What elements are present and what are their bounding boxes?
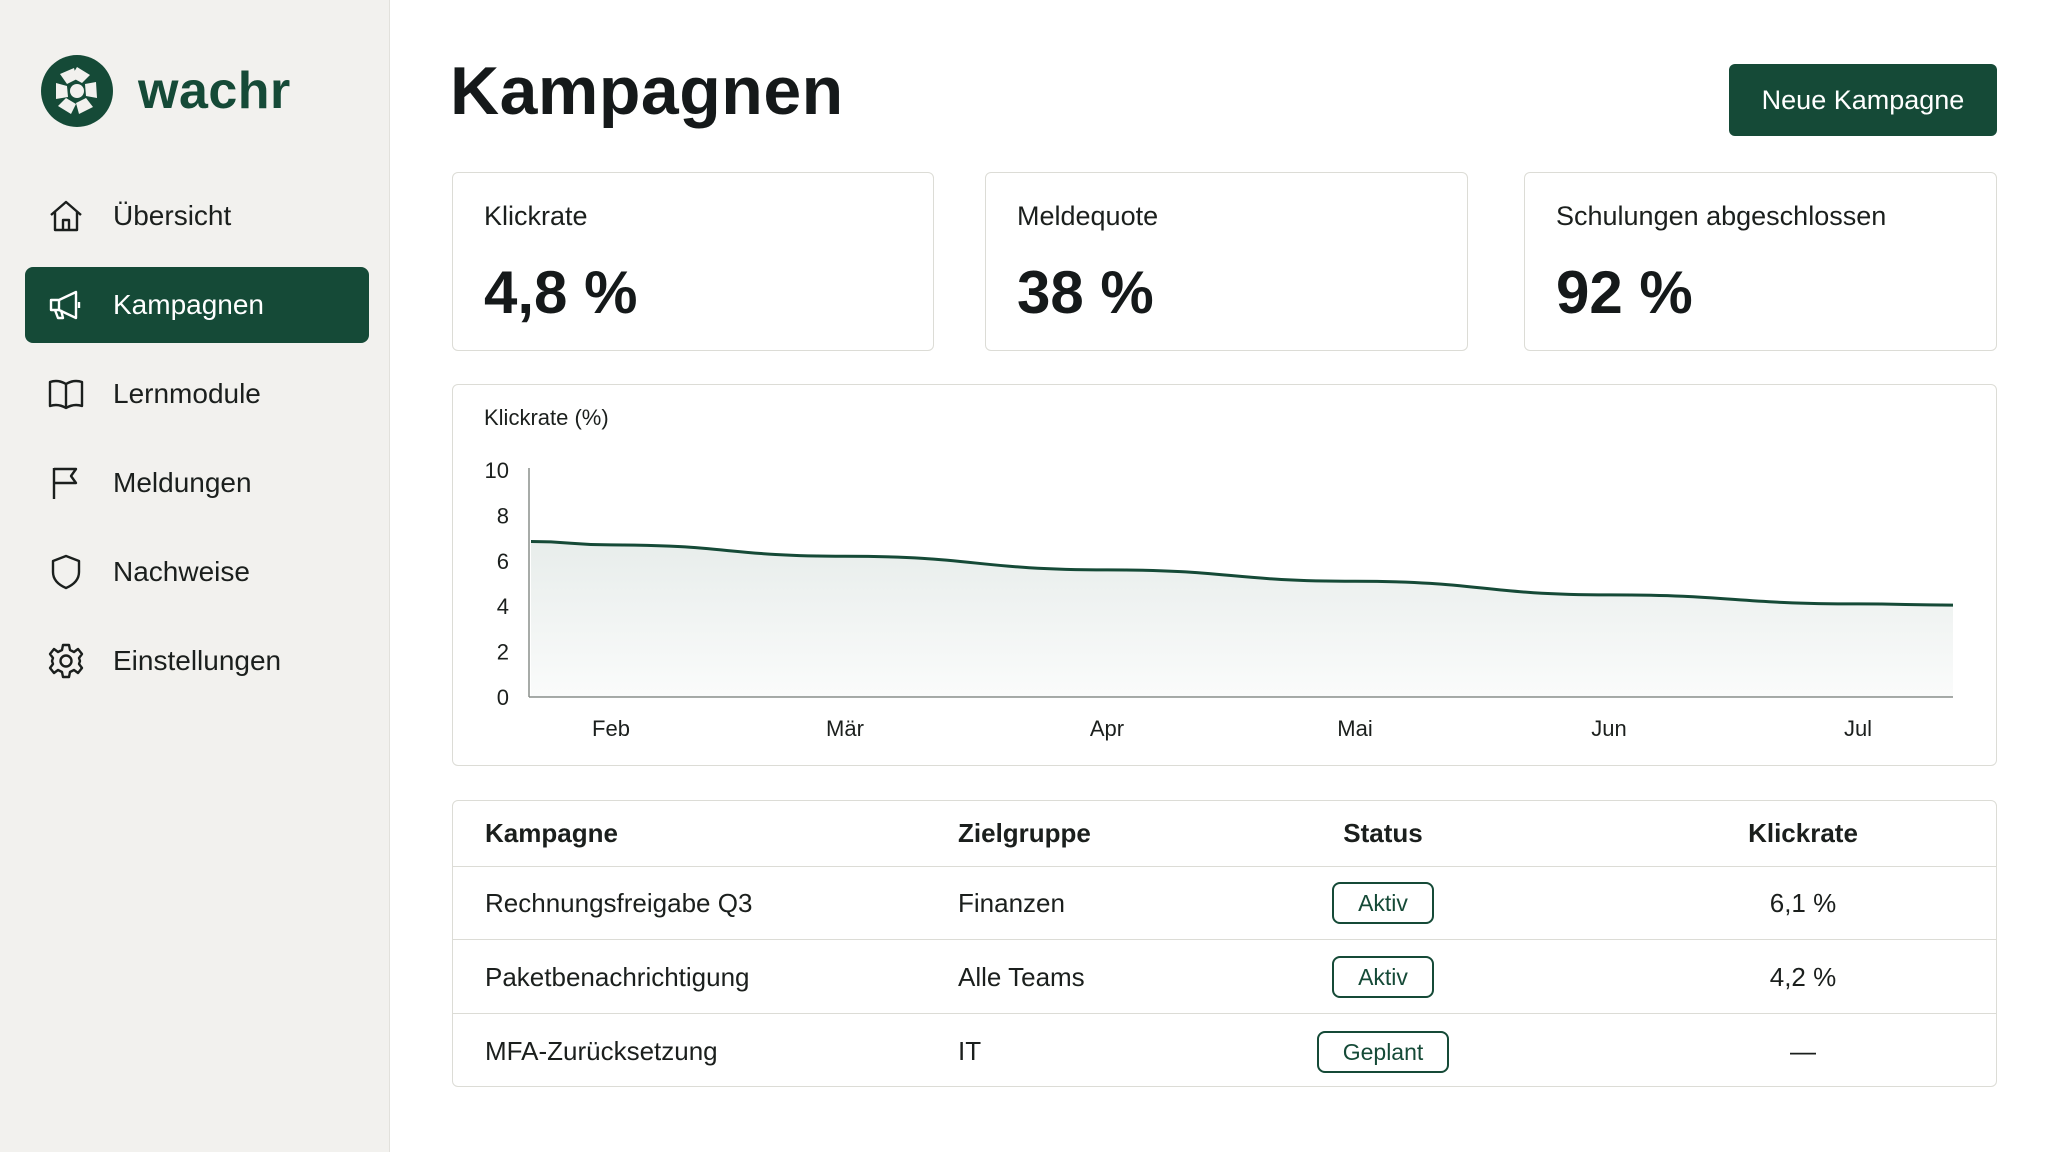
column-header-kampagne[interactable]: Kampagne — [485, 818, 618, 848]
sidebar-item-label: Lernmodule — [113, 378, 261, 409]
target-group: Finanzen — [958, 887, 1065, 918]
x-tick-label: Jul — [1844, 716, 1872, 741]
brand[interactable]: wachr — [38, 52, 291, 130]
status-badge: Geplant — [1316, 1030, 1450, 1073]
status-cell: Aktiv — [1283, 956, 1483, 998]
column-header-klickrate[interactable]: Klickrate — [1748, 818, 1858, 848]
y-tick-label: 2 — [497, 640, 509, 665]
table-row[interactable]: Rechnungsfreigabe Q3 Finanzen Aktiv 6,1 … — [453, 867, 1996, 940]
kpi-label: Schulungen abgeschlossen — [1556, 201, 1887, 231]
sidebar-item-label: Einstellungen — [113, 645, 282, 676]
aperture-logo-icon — [41, 55, 113, 127]
sidebar-item-label: Übersicht — [113, 200, 232, 231]
main-content: Kampagnen Neue Kampagne Klickrate 4,8 % … — [390, 0, 2048, 1152]
sidebar-item-meldungen[interactable]: Meldungen — [25, 445, 369, 521]
book-icon — [45, 373, 87, 415]
y-tick-label: 4 — [497, 594, 509, 619]
klickrate-chart-card: Klickrate (%) 10 8 6 4 2 0 Feb Mär Apr Mai Jun Jul — [452, 384, 1997, 766]
x-tick-label: Mär — [826, 716, 864, 741]
new-campaign-button[interactable]: Neue Kampagne — [1729, 64, 1997, 136]
y-tick-label: 8 — [497, 503, 509, 528]
y-tick-label: 10 — [485, 458, 509, 483]
target-group: Alle Teams — [958, 961, 1085, 992]
sidebar-item-uebersicht[interactable]: Übersicht — [25, 178, 369, 254]
sidebar-item-lernmodule[interactable]: Lernmodule — [25, 356, 369, 432]
y-tick-label: 0 — [497, 685, 509, 710]
sidebar-nav: Übersicht Kampagnen Lernmodule — [25, 178, 369, 712]
brand-name: wachr — [138, 62, 291, 120]
target-group: IT — [958, 1036, 982, 1066]
y-tick-label: 6 — [497, 549, 509, 574]
gear-icon — [45, 640, 87, 682]
kpi-value: 4,8 % — [484, 259, 638, 326]
sidebar: wachr Übersicht Kampagnen — [0, 0, 390, 1152]
page-title: Kampagnen — [450, 53, 844, 129]
series-line — [530, 540, 1954, 607]
status-badge: Aktiv — [1332, 882, 1434, 924]
area-fill — [531, 541, 1953, 697]
campaign-name: Rechnungsfreigabe Q3 — [485, 887, 753, 918]
kpi-label: Klickrate — [484, 201, 588, 231]
table-row[interactable]: MFA-Zurücksetzung IT Geplant — — [453, 1015, 1996, 1086]
home-icon — [45, 195, 87, 237]
status-cell: Geplant — [1283, 1030, 1483, 1073]
status-cell: Aktiv — [1283, 882, 1483, 924]
sidebar-item-nachweise[interactable]: Nachweise — [25, 534, 369, 610]
klickrate-chart: Klickrate (%) 10 8 6 4 2 0 Feb Mär Apr Mai Jun Jul — [484, 405, 1954, 741]
campaign-table: Kampagne Zielgruppe Status Klickrate Rec… — [452, 800, 1997, 1087]
status-badge: Aktiv — [1332, 956, 1434, 998]
x-tick-label: Jun — [1591, 716, 1626, 741]
column-header-zielgruppe[interactable]: Zielgruppe — [958, 818, 1091, 848]
campaign-name: Paketbenachrichtigung — [485, 961, 750, 992]
flag-icon — [45, 462, 87, 504]
campaign-name: MFA-Zurücksetzung — [485, 1036, 718, 1066]
kpi-value: 38 % — [1017, 259, 1154, 326]
table-row[interactable]: Paketbenachrichtigung Alle Teams Aktiv 4… — [453, 941, 1996, 1014]
x-tick-label: Feb — [592, 716, 630, 741]
kpi-value: 92 % — [1556, 259, 1693, 326]
x-tick-label: Apr — [1090, 716, 1124, 741]
kpi-card-schulungen: Schulungen abgeschlossen 92 % — [1524, 172, 1997, 351]
sidebar-item-label: Meldungen — [113, 467, 252, 498]
click-rate: — — [1790, 1036, 1816, 1066]
click-rate: 4,2 % — [1769, 961, 1837, 992]
kpi-card-meldequote: Meldequote 38 % — [985, 172, 1468, 351]
click-rate: 6,1 % — [1769, 887, 1837, 918]
kpi-card-klickrate: Klickrate 4,8 % — [452, 172, 934, 351]
megaphone-icon — [45, 284, 87, 326]
x-tick-label: Mai — [1337, 716, 1372, 741]
kpi-label: Meldequote — [1017, 201, 1159, 231]
table-header: Kampagne Zielgruppe Status Klickrate — [453, 801, 1996, 867]
column-header-status[interactable]: Status — [1343, 818, 1423, 848]
shield-icon — [45, 551, 87, 593]
y-axis-label: Klickrate (%) — [484, 405, 609, 430]
sidebar-item-einstellungen[interactable]: Einstellungen — [25, 623, 369, 699]
sidebar-item-label: Nachweise — [113, 556, 250, 587]
sidebar-item-label: Kampagnen — [113, 289, 265, 320]
sidebar-item-kampagnen[interactable]: Kampagnen — [25, 267, 369, 343]
